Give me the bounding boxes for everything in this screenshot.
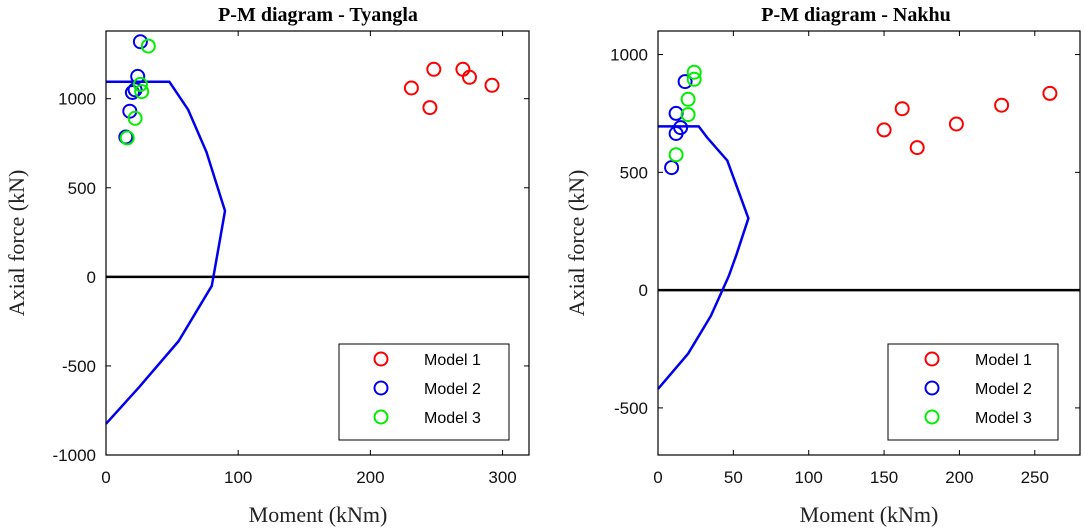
data-point-model-1 bbox=[894, 101, 910, 117]
x-axis-label: Moment (kNm) bbox=[800, 502, 939, 527]
y-tick-label: 1000 bbox=[58, 90, 96, 109]
legend-item-model-1: Model 1 bbox=[924, 351, 1032, 369]
data-point-model-2 bbox=[673, 120, 689, 136]
legend-label: Model 3 bbox=[424, 410, 481, 427]
data-point-model-1 bbox=[403, 80, 419, 96]
data-point-model-3 bbox=[680, 91, 696, 107]
chart-nakhu: P-M diagram - Nakhu 0 50 100 150 200 250-5000… bbox=[564, 4, 1081, 527]
data-point-model-1 bbox=[484, 77, 500, 93]
data-point-model-1 bbox=[426, 61, 442, 77]
legend-item-model-2: Model 2 bbox=[924, 380, 1032, 398]
x-tick-label: 50 bbox=[724, 468, 743, 487]
data-point-model-3 bbox=[686, 71, 702, 87]
legend-item-model-3: Model 3 bbox=[924, 409, 1032, 427]
plot-area: 0 100 200 300 -1000 -500 0 500 1000 bbox=[53, 31, 529, 487]
legend-marker bbox=[924, 351, 940, 367]
data-point-model-3 bbox=[668, 147, 684, 163]
data-point-model-2 bbox=[668, 105, 684, 121]
y-tick-label: 1000 bbox=[610, 46, 648, 65]
data-point-model-3 bbox=[140, 38, 156, 54]
data-point-model-2 bbox=[677, 74, 693, 90]
x-tick-label: 150 bbox=[870, 468, 898, 487]
legend-label: Model 2 bbox=[424, 381, 481, 398]
legend-marker bbox=[373, 380, 389, 396]
legend-box bbox=[338, 343, 510, 441]
x-tick-label: 250 bbox=[1021, 468, 1049, 487]
legend-box bbox=[887, 343, 1059, 441]
legend-label: Model 2 bbox=[975, 381, 1032, 398]
data-point-model-3 bbox=[686, 64, 702, 80]
chart-title: P-M diagram - Nakhu bbox=[761, 4, 950, 26]
y-tick-label: 0 bbox=[639, 281, 648, 300]
data-point-model-3 bbox=[132, 76, 148, 92]
x-tick-label: 0 bbox=[653, 468, 662, 487]
legend-marker bbox=[924, 409, 940, 425]
legend-marker bbox=[373, 409, 389, 425]
chart-tyangla: P-M diagram - Tyangla 0 100 200 300 -1000 -50… bbox=[4, 4, 530, 527]
interaction-envelope-line bbox=[657, 125, 750, 390]
data-point-model-1 bbox=[462, 69, 477, 85]
legend-label: Model 1 bbox=[424, 352, 481, 369]
data-point-model-2 bbox=[132, 34, 148, 50]
chart-title: P-M diagram - Tyangla bbox=[218, 4, 418, 26]
legend: Model 1 Model 2 Model 3 bbox=[887, 343, 1059, 441]
legend-item-model-2: Model 2 bbox=[373, 380, 481, 398]
legend-marker bbox=[924, 380, 940, 396]
plot-frame bbox=[105, 30, 530, 456]
x-tick-label: 200 bbox=[356, 468, 384, 487]
y-tick-label: 500 bbox=[620, 163, 648, 182]
legend-item-model-3: Model 3 bbox=[373, 409, 481, 427]
data-point-model-3 bbox=[680, 107, 696, 123]
y-tick-label: -500 bbox=[614, 399, 648, 418]
legend-label: Model 1 bbox=[975, 352, 1032, 369]
x-tick-label: 200 bbox=[945, 468, 973, 487]
data-point-model-1 bbox=[909, 140, 925, 156]
interaction-envelope-line bbox=[105, 80, 227, 425]
legend: Model 1 Model 2 Model 3 bbox=[338, 343, 510, 441]
data-point-model-1 bbox=[948, 116, 964, 132]
data-point-model-1 bbox=[994, 97, 1010, 113]
plot-frame bbox=[657, 30, 1081, 456]
y-axis-label: Axial force (kN) bbox=[564, 170, 589, 317]
legend-label: Model 3 bbox=[975, 410, 1032, 427]
x-tick-label: 300 bbox=[488, 468, 516, 487]
x-tick-label: 100 bbox=[795, 468, 823, 487]
y-axis-label: Axial force (kN) bbox=[4, 170, 29, 317]
data-point-model-1 bbox=[1042, 85, 1058, 101]
data-point-model-2 bbox=[664, 160, 680, 176]
data-point-model-3 bbox=[127, 110, 143, 126]
x-axis-label: Moment (kNm) bbox=[249, 502, 388, 527]
legend-marker bbox=[373, 351, 389, 367]
plot-area: 0 50 100 150 200 250 -500 0 500 1000 bbox=[610, 31, 1080, 487]
data-point-model-3 bbox=[119, 130, 135, 146]
data-point-model-1 bbox=[422, 100, 438, 116]
data-point-model-2 bbox=[124, 85, 140, 100]
data-point-model-1 bbox=[876, 122, 892, 138]
x-tick-label: 100 bbox=[224, 468, 252, 487]
y-tick-label: 0 bbox=[87, 268, 96, 287]
y-tick-label: -500 bbox=[62, 357, 96, 376]
y-tick-label: -1000 bbox=[53, 446, 96, 465]
legend-item-model-1: Model 1 bbox=[373, 351, 481, 369]
data-point-model-3 bbox=[134, 84, 150, 100]
y-tick-label: 500 bbox=[68, 179, 96, 198]
x-tick-label: 0 bbox=[101, 468, 110, 487]
